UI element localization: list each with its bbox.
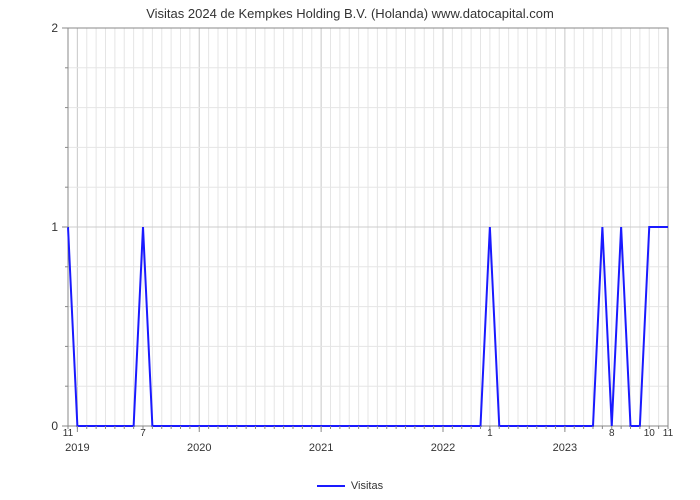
- x-axis-year-label: 2022: [431, 442, 455, 454]
- x-axis-year-label: 2020: [187, 442, 211, 454]
- y-axis-label: 0: [51, 419, 58, 433]
- legend-label: Visitas: [351, 480, 383, 492]
- x-axis-num-label: 11: [663, 428, 673, 439]
- x-axis-year-label: 2021: [309, 442, 333, 454]
- chart-title: Visitas 2024 de Kempkes Holding B.V. (Ho…: [0, 6, 700, 21]
- chart-legend: Visitas: [0, 480, 700, 492]
- x-axis-num-label: 1: [487, 428, 493, 439]
- y-axis-label: 2: [51, 21, 58, 35]
- chart-plot-area: [68, 28, 668, 426]
- x-axis-year-label: 2019: [65, 442, 89, 454]
- x-axis-num-label: 8: [609, 428, 615, 439]
- x-axis-num-label: 10: [644, 428, 655, 439]
- x-axis-num-label: 7: [140, 428, 146, 439]
- y-axis-label: 1: [51, 220, 58, 234]
- visits-chart: Visitas 2024 de Kempkes Holding B.V. (Ho…: [0, 0, 700, 500]
- x-axis-num-label: 11: [63, 428, 73, 439]
- x-axis-year-label: 2023: [553, 442, 577, 454]
- legend-line-icon: [317, 485, 345, 487]
